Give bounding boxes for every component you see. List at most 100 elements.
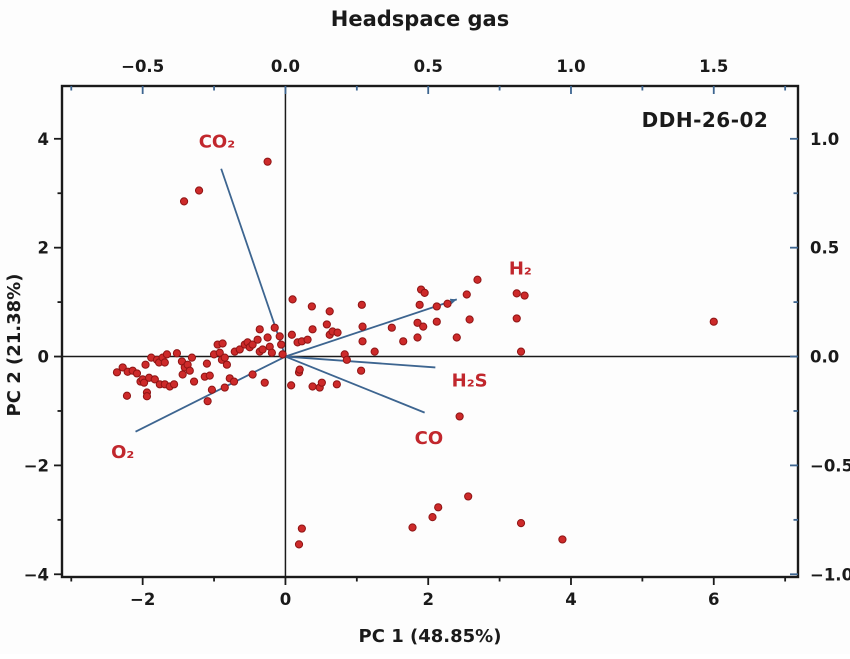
- data-point: [248, 340, 257, 349]
- data-point: [432, 302, 441, 311]
- loading-vector-h2s: [285, 355, 436, 369]
- x-axis-tick-label: 0: [280, 590, 291, 609]
- data-point: [220, 383, 229, 392]
- data-point: [179, 197, 189, 206]
- data-point: [255, 325, 264, 334]
- top-axis-tick-label: 1.5: [699, 57, 728, 76]
- y-axis-title: PC 2 (21.38%): [4, 274, 25, 417]
- data-point: [287, 381, 296, 390]
- loading-vector-h2: [285, 298, 458, 358]
- loading-vector-co: [285, 355, 425, 414]
- y-axis-tick-label: 2: [38, 239, 49, 258]
- data-point: [317, 378, 326, 387]
- data-point: [428, 513, 437, 522]
- data-point: [512, 314, 521, 323]
- data-point: [452, 333, 461, 342]
- axis-ticks: [54, 86, 798, 585]
- data-point: [308, 382, 317, 391]
- right-axis-tick-label: −0.5: [810, 456, 850, 475]
- top-axis-tick-label: 0.5: [414, 57, 443, 76]
- data-point: [473, 275, 482, 284]
- vector-label-co: CO: [415, 428, 444, 449]
- data-point: [443, 299, 452, 308]
- data-point: [169, 380, 179, 389]
- x-axis-tick-label: 4: [565, 590, 576, 609]
- data-point: [465, 315, 474, 324]
- data-point: [325, 307, 334, 316]
- data-point: [419, 322, 428, 331]
- data-point: [295, 365, 304, 374]
- data-point: [333, 328, 342, 337]
- data-point: [275, 332, 284, 341]
- data-point: [432, 317, 441, 326]
- data-point: [142, 392, 152, 401]
- y-axis-tick-label: 4: [38, 130, 49, 149]
- data-point: [287, 330, 296, 339]
- data-point: [248, 370, 257, 379]
- data-point: [357, 300, 366, 309]
- top-axis-tick-label: 0.0: [271, 57, 300, 76]
- y-axis-tick-label: 0: [38, 348, 49, 367]
- zero-lines: [62, 86, 798, 577]
- axis-tick-labels: −2 0 2 4 6 4 2 0 −2 −4 −0.5 0.0 0.5 1.0 1.5 1.0 0.5 0.0 −0…: [24, 57, 850, 609]
- right-axis-tick-label: −1.0: [810, 565, 850, 584]
- data-point: [267, 348, 276, 357]
- x-axis-title: PC 1 (48.85%): [359, 626, 502, 647]
- right-axis-tick-label: 0.5: [810, 239, 839, 258]
- data-point: [558, 535, 567, 544]
- sample-id-label: DDH-26-02: [642, 108, 769, 132]
- data-point: [185, 366, 194, 375]
- data-point: [413, 333, 422, 342]
- data-point: [297, 524, 306, 533]
- data-point: [387, 323, 396, 332]
- data-point: [178, 370, 187, 379]
- data-point: [172, 349, 182, 358]
- data-point: [420, 288, 429, 297]
- data-point: [415, 300, 424, 309]
- data-point: [358, 322, 367, 331]
- data-point: [370, 347, 379, 356]
- data-point: [462, 290, 471, 299]
- data-point: [260, 378, 269, 387]
- data-point: [342, 355, 351, 364]
- loading-vector-labels: CO₂ O₂ H₂ H₂S CO: [111, 132, 532, 463]
- data-point: [516, 347, 526, 356]
- data-point: [160, 358, 169, 367]
- data-point: [132, 369, 142, 378]
- data-point: [464, 492, 473, 501]
- data-point: [112, 368, 122, 377]
- data-point: [278, 350, 287, 359]
- chart-title: Headspace gas: [331, 7, 509, 31]
- data-point: [235, 345, 244, 354]
- data-point: [187, 353, 197, 362]
- loading-vector-arrowhead-h2: [449, 298, 457, 305]
- loading-vector-o2: [135, 355, 286, 433]
- top-axis-tick-label: −0.5: [121, 57, 164, 76]
- data-point: [263, 333, 272, 342]
- data-point: [218, 339, 227, 348]
- data-point: [263, 157, 272, 166]
- data-point: [205, 371, 214, 380]
- data-point: [258, 345, 267, 354]
- vector-label-o2: O₂: [111, 442, 134, 463]
- data-point: [288, 295, 297, 304]
- plot-border: [60, 84, 800, 579]
- data-point: [455, 412, 464, 421]
- data-point: [253, 335, 262, 344]
- data-point: [307, 302, 316, 311]
- data-point: [303, 335, 312, 344]
- data-point: [434, 503, 443, 512]
- data-point: [207, 385, 217, 394]
- data-point: [413, 318, 422, 327]
- x-axis-tick-label: 2: [422, 590, 433, 609]
- data-point: [277, 340, 286, 349]
- data-point: [220, 353, 229, 362]
- data-point: [202, 359, 212, 368]
- data-point: [294, 540, 304, 549]
- vector-label-co2: CO₂: [199, 132, 235, 153]
- data-point: [141, 360, 150, 369]
- data-point: [322, 320, 331, 329]
- scatter-points: [112, 157, 718, 549]
- data-point: [194, 186, 204, 195]
